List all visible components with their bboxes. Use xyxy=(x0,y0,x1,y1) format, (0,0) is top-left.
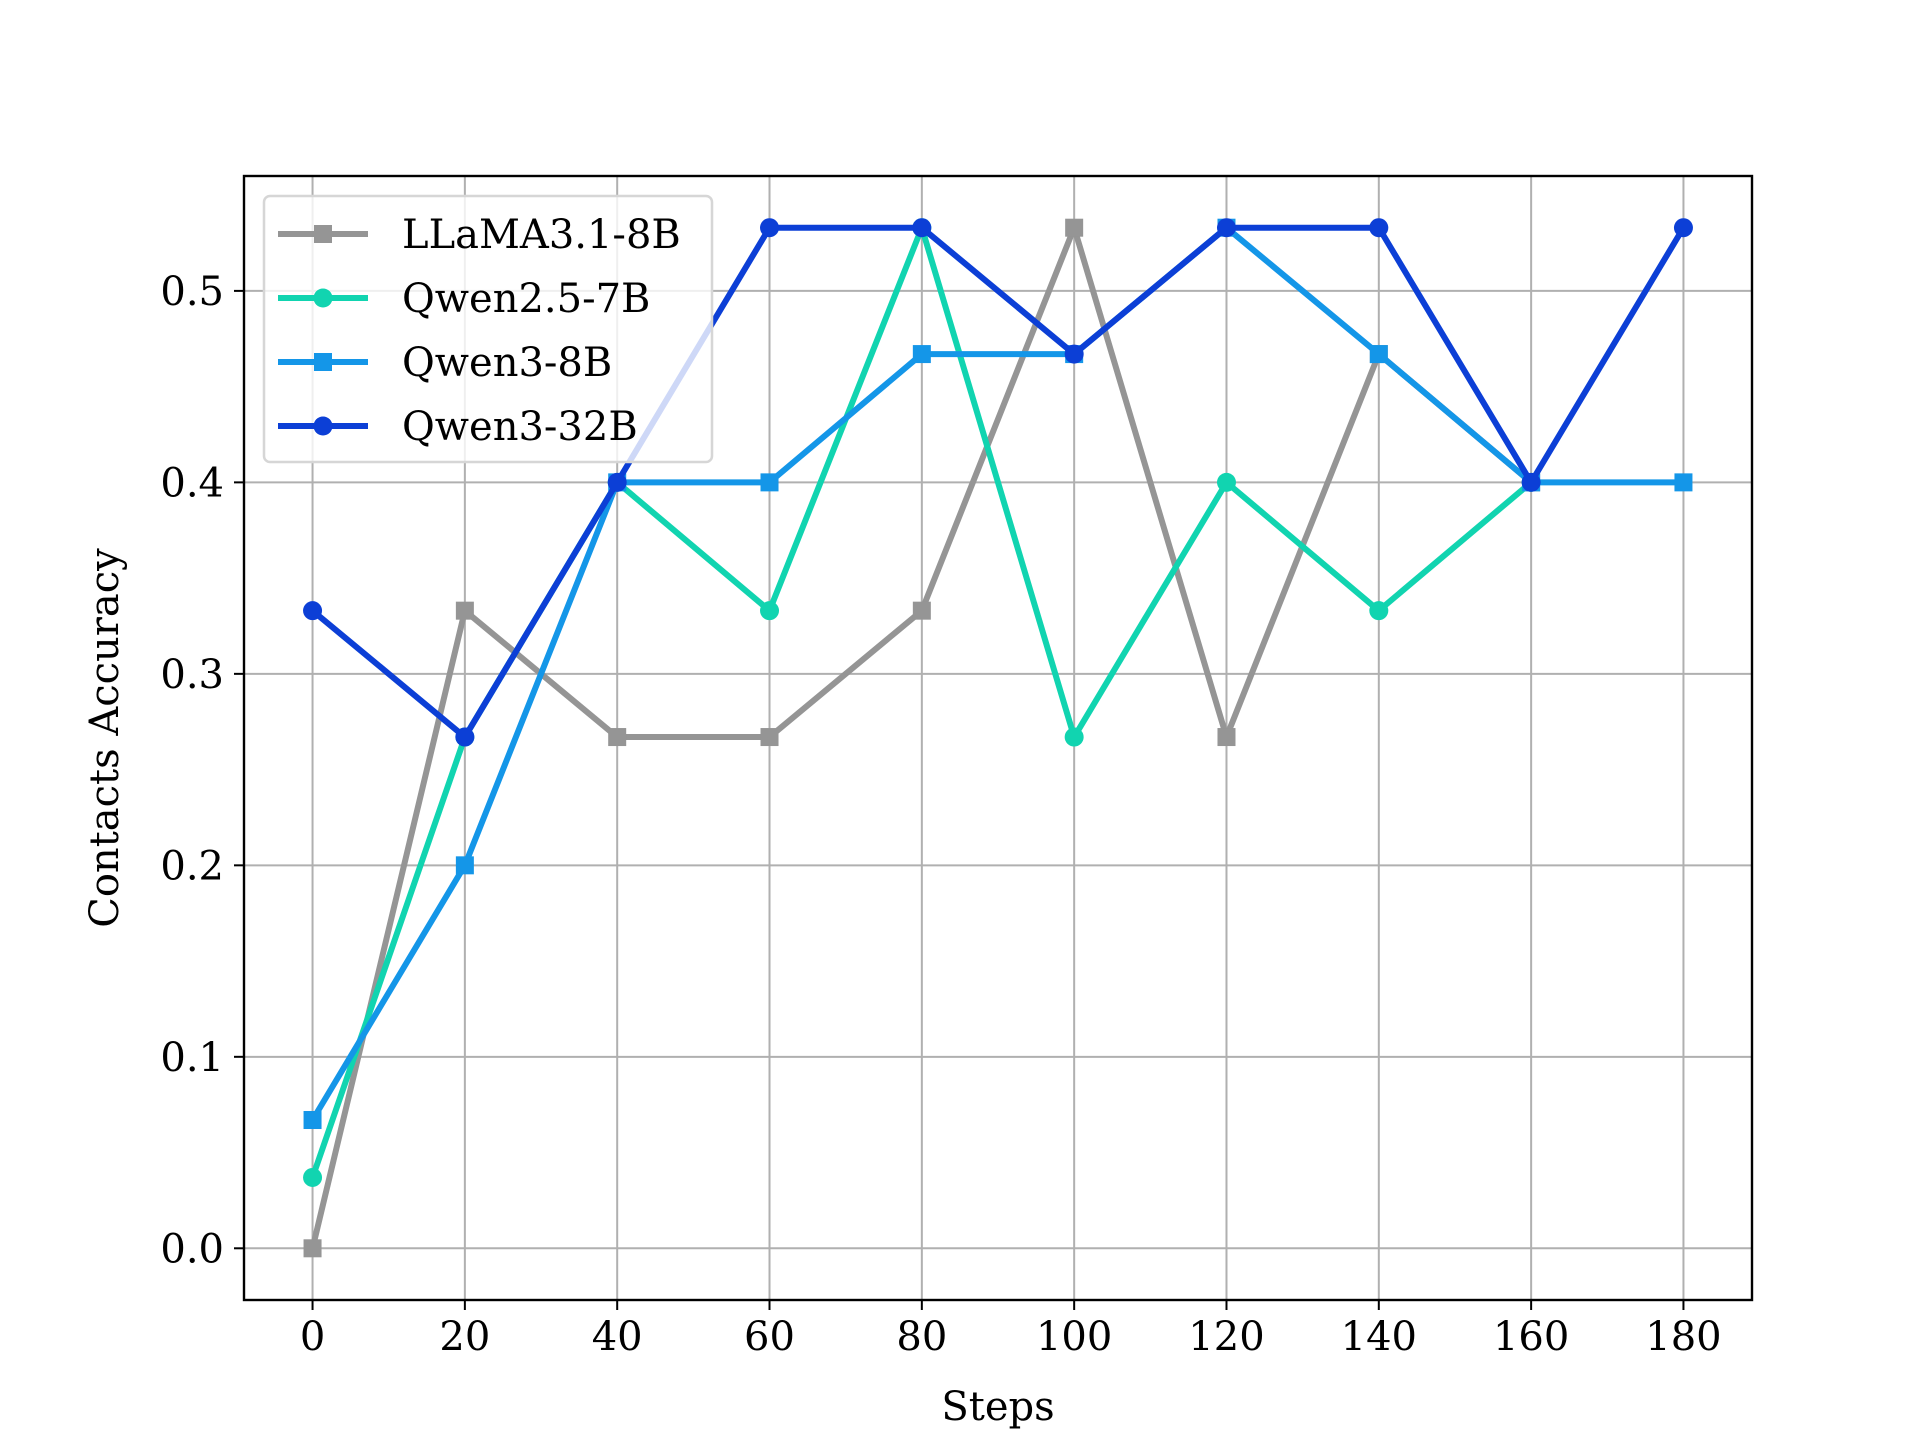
data-point xyxy=(912,218,932,238)
data-point xyxy=(455,727,475,747)
x-tick-label: 180 xyxy=(1645,1314,1721,1360)
y-tick-label: 0.3 xyxy=(160,652,224,698)
x-tick-label: 100 xyxy=(1036,1314,1112,1360)
data-point xyxy=(1673,218,1693,238)
x-tick-label: 160 xyxy=(1493,1314,1569,1360)
legend-item: LLaMA3.1-8B xyxy=(278,212,681,258)
x-tick-label: 140 xyxy=(1341,1314,1417,1360)
data-point xyxy=(455,601,474,620)
data-point xyxy=(1369,345,1388,364)
data-point xyxy=(912,345,931,364)
x-axis-label: Steps xyxy=(941,1384,1054,1430)
data-point xyxy=(1674,473,1693,492)
x-tick-label: 60 xyxy=(744,1314,795,1360)
series-line xyxy=(310,224,1687,741)
data-point xyxy=(1216,218,1236,238)
legend: LLaMA3.1-8B Qwen2.5-7B Qwen3-8B Qwen3-32B xyxy=(262,194,714,464)
y-tick-label: 0.0 xyxy=(160,1226,224,1272)
data-point xyxy=(1521,472,1541,492)
data-point xyxy=(760,473,779,492)
data-point xyxy=(608,728,627,747)
x-tick-label: 20 xyxy=(439,1314,490,1360)
data-point xyxy=(303,1167,323,1187)
data-point xyxy=(760,218,780,238)
x-tick-label: 80 xyxy=(896,1314,947,1360)
y-tick-label: 0.5 xyxy=(160,269,224,315)
legend-marker xyxy=(314,225,332,243)
x-tick-label: 0 xyxy=(300,1314,325,1360)
data-point xyxy=(1064,727,1084,747)
data-point xyxy=(607,472,627,492)
legend-label: LLaMA3.1-8B xyxy=(402,212,681,258)
y-tick-label: 0.4 xyxy=(160,460,224,506)
data-point xyxy=(1064,344,1084,364)
data-point xyxy=(303,1111,322,1130)
data-point xyxy=(760,728,779,747)
y-tick-label: 0.1 xyxy=(160,1035,224,1081)
legend-label: Qwen3-32B xyxy=(402,404,638,450)
data-point xyxy=(455,856,474,875)
data-point xyxy=(1217,728,1236,747)
y-axis-label: Contacts Accuracy xyxy=(82,548,128,928)
legend-item: Qwen3-32B xyxy=(278,404,638,450)
data-point xyxy=(1216,472,1236,492)
ticks: 0 20 40 60 80 100 120 140 160 180 0.0 0.1 0.2 0.3 0.4 0… xyxy=(160,269,1721,1360)
series-layer xyxy=(303,218,1693,1258)
legend-box xyxy=(262,194,714,464)
legend-marker xyxy=(313,416,333,436)
data-point xyxy=(1369,601,1389,621)
legend-item: Qwen2.5-7B xyxy=(278,276,650,322)
data-point xyxy=(303,1239,322,1258)
data-point xyxy=(912,601,931,620)
data-point xyxy=(1065,218,1084,237)
x-tick-label: 120 xyxy=(1188,1314,1264,1360)
legend-marker xyxy=(314,353,332,371)
legend-label: Qwen2.5-7B xyxy=(402,276,650,322)
legend-item: Qwen3-8B xyxy=(278,340,612,386)
data-point xyxy=(760,601,780,621)
x-tick-label: 40 xyxy=(592,1314,643,1360)
y-tick-label: 0.2 xyxy=(160,843,224,889)
series-3 xyxy=(303,218,1693,747)
legend-label: Qwen3-8B xyxy=(402,340,612,386)
series-line xyxy=(309,224,1684,1122)
data-point xyxy=(303,601,323,621)
data-point xyxy=(1369,218,1389,238)
plot-frame xyxy=(242,174,1754,1302)
legend-marker xyxy=(313,288,333,308)
